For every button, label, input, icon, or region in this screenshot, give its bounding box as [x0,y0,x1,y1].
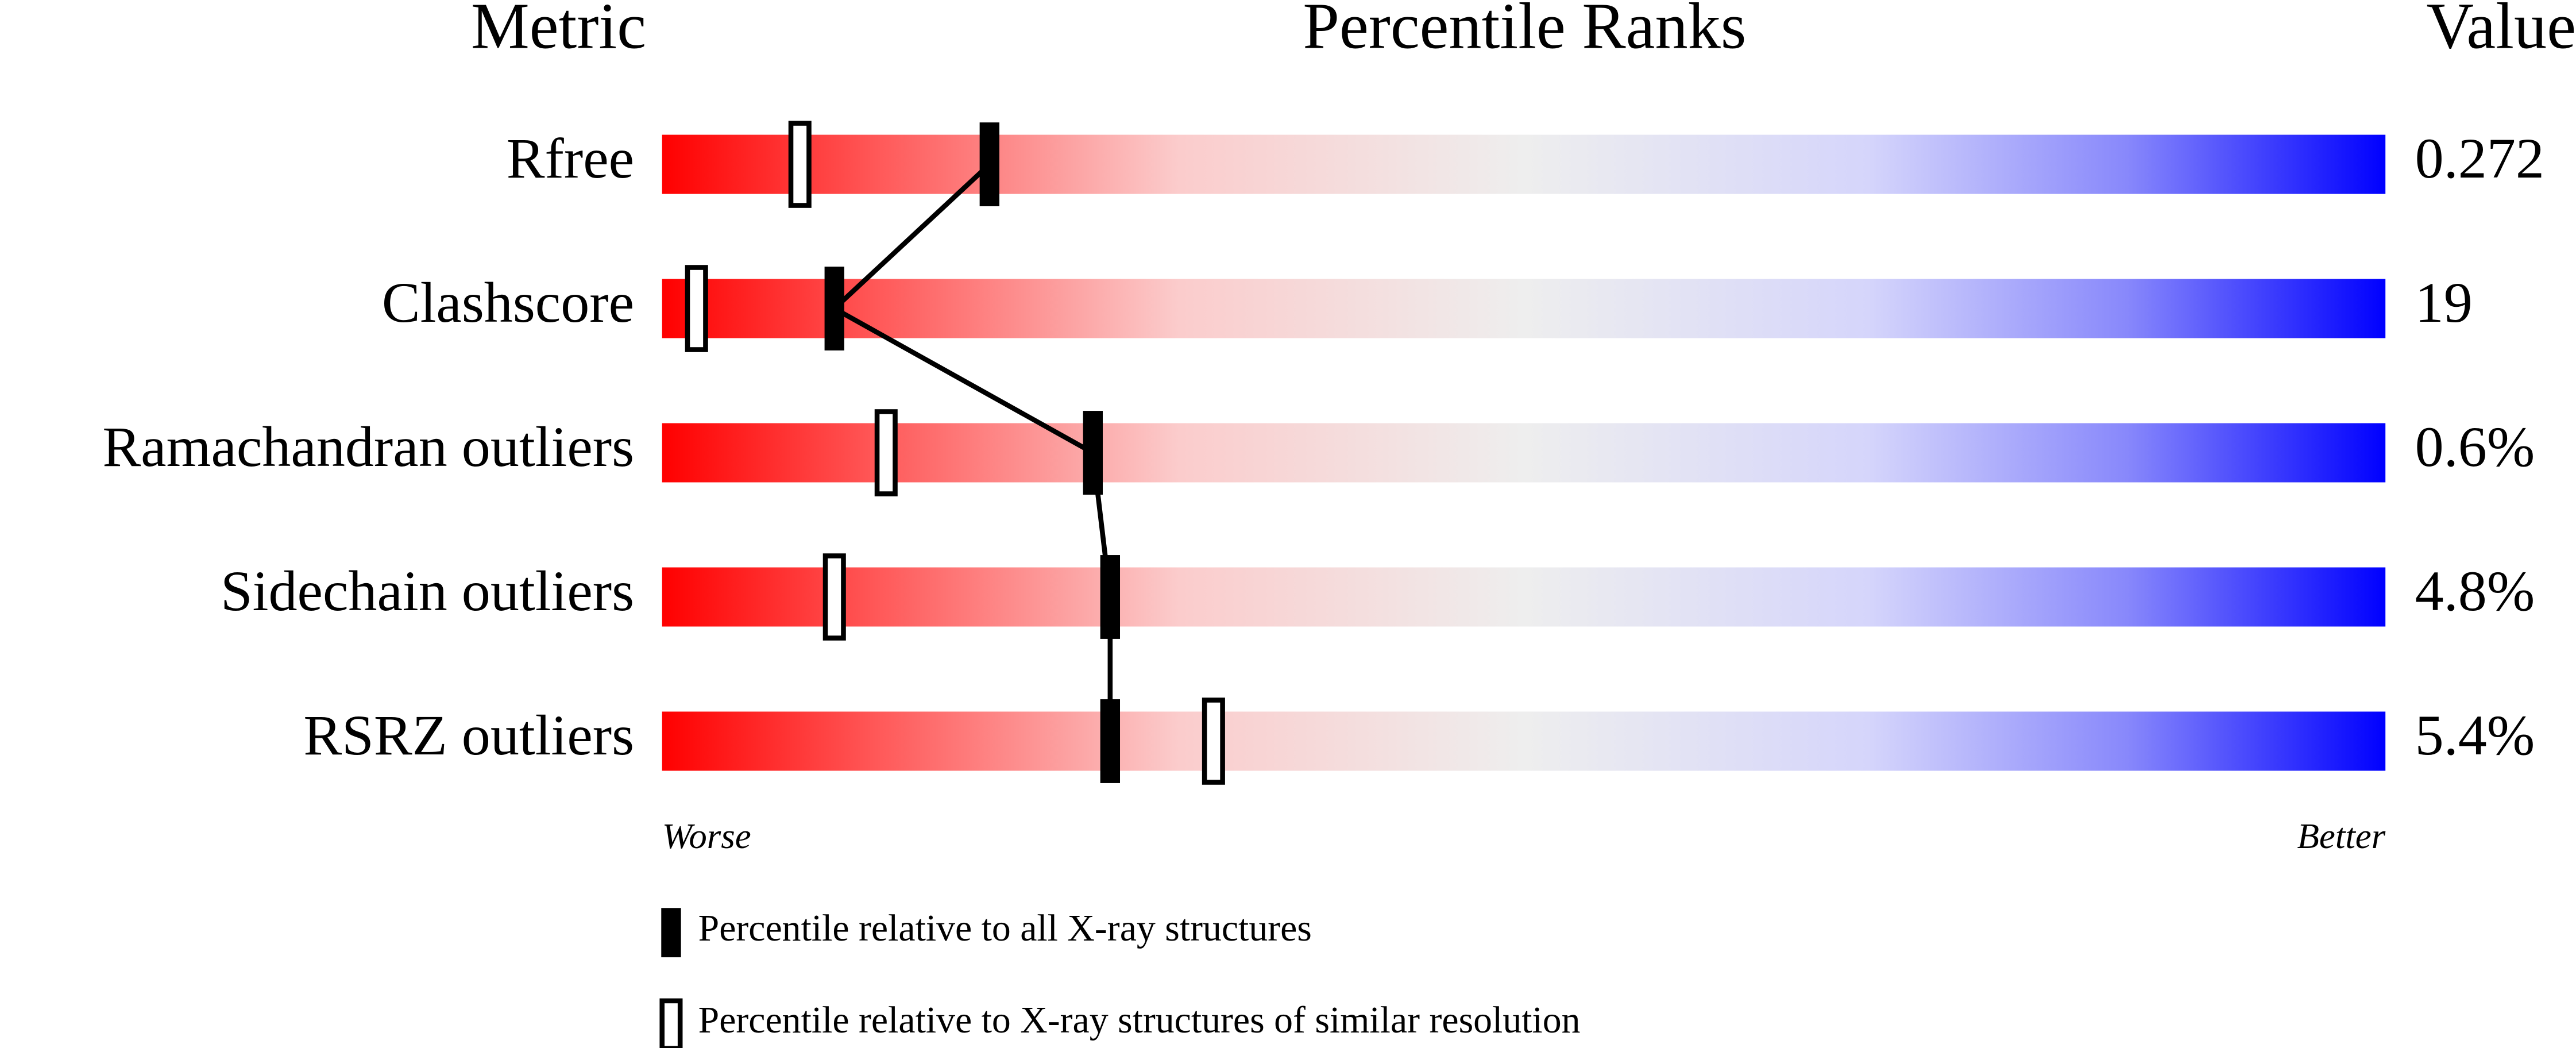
metric-value: 0.272 [2415,126,2544,190]
percentile-bar [662,279,2386,338]
all-structures-marker [824,267,844,350]
x-end-label: Better [2297,816,2385,856]
percentile-bar [662,711,2386,771]
all-structures-marker [1083,411,1103,495]
metric-label: Ramachandran outliers [102,415,634,479]
metric-value: 4.8% [2415,559,2535,623]
legend-marker [661,908,681,958]
similar-resolution-marker [685,265,708,352]
value-header: Value [2426,0,2576,62]
legend-marker [659,998,683,1048]
all-structures-marker [1100,699,1121,783]
percentile-bar [662,423,2386,483]
percentile-bar [662,134,2386,194]
metric-label: Clashscore [382,271,634,334]
all-structures-marker [979,122,999,206]
metric-value: 19 [2415,271,2473,334]
metric-label: Rfree [507,126,634,190]
legend-label: Percentile relative to X-ray structures … [698,999,1581,1041]
percentile-bar [662,567,2386,627]
metric-label: RSRZ outliers [303,703,634,767]
x-start-label: Worse [662,816,751,856]
all-structures-marker [1100,555,1121,639]
similar-resolution-marker [874,409,898,496]
metric-header: Metric [471,0,646,62]
similar-resolution-marker [1202,698,1225,785]
similar-resolution-marker [788,121,812,208]
metric-label: Sidechain outliers [221,559,634,623]
metric-value: 0.6% [2415,415,2535,479]
metric-value: 5.4% [2415,703,2535,767]
legend-label: Percentile relative to all X-ray structu… [698,907,1312,949]
similar-resolution-marker [822,553,846,641]
chart-title: Percentile Ranks [1303,0,1746,62]
